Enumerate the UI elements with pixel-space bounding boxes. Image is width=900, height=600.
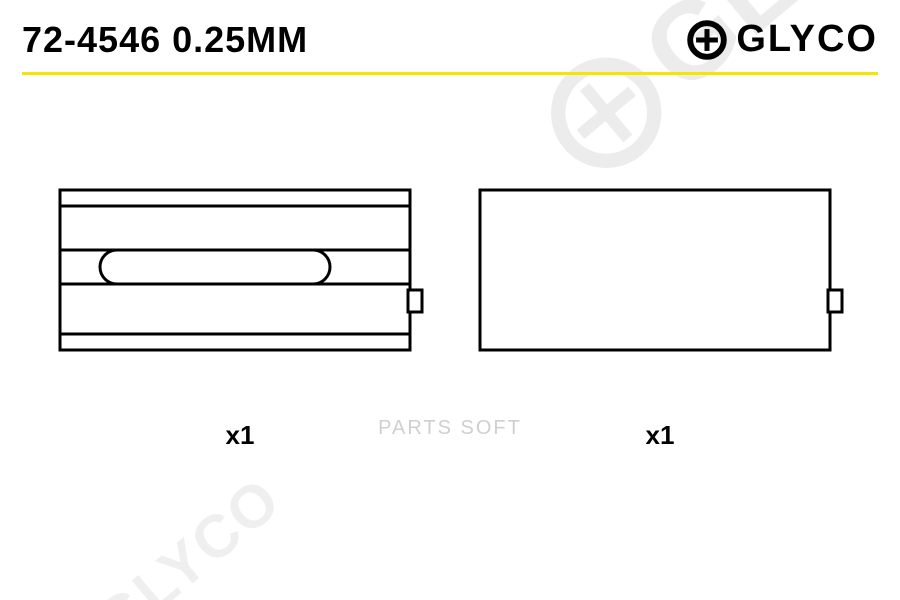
- part-number: 72-4546 0.25MM: [22, 19, 308, 61]
- part-plain-qty: x1: [646, 420, 675, 451]
- part-grooved-shell: x1: [50, 180, 430, 451]
- part-plain-shell-drawing: [470, 180, 850, 360]
- brand-name: GLYCO: [736, 18, 878, 61]
- part-grooved-shell-drawing: [50, 180, 430, 360]
- brand-logo-icon: [686, 19, 728, 61]
- diagram-area: x1 x1: [0, 180, 900, 451]
- part-plain-shell: x1: [470, 180, 850, 451]
- divider-line: [22, 72, 878, 75]
- part-grooved-qty: x1: [226, 420, 255, 451]
- brand-logo: GLYCO: [686, 18, 878, 61]
- brand-watermark-text: GLYCO: [82, 463, 293, 600]
- brand-watermark-bottom: GLYCO: [22, 463, 294, 600]
- header: 72-4546 0.25MM GLYCO: [22, 18, 878, 61]
